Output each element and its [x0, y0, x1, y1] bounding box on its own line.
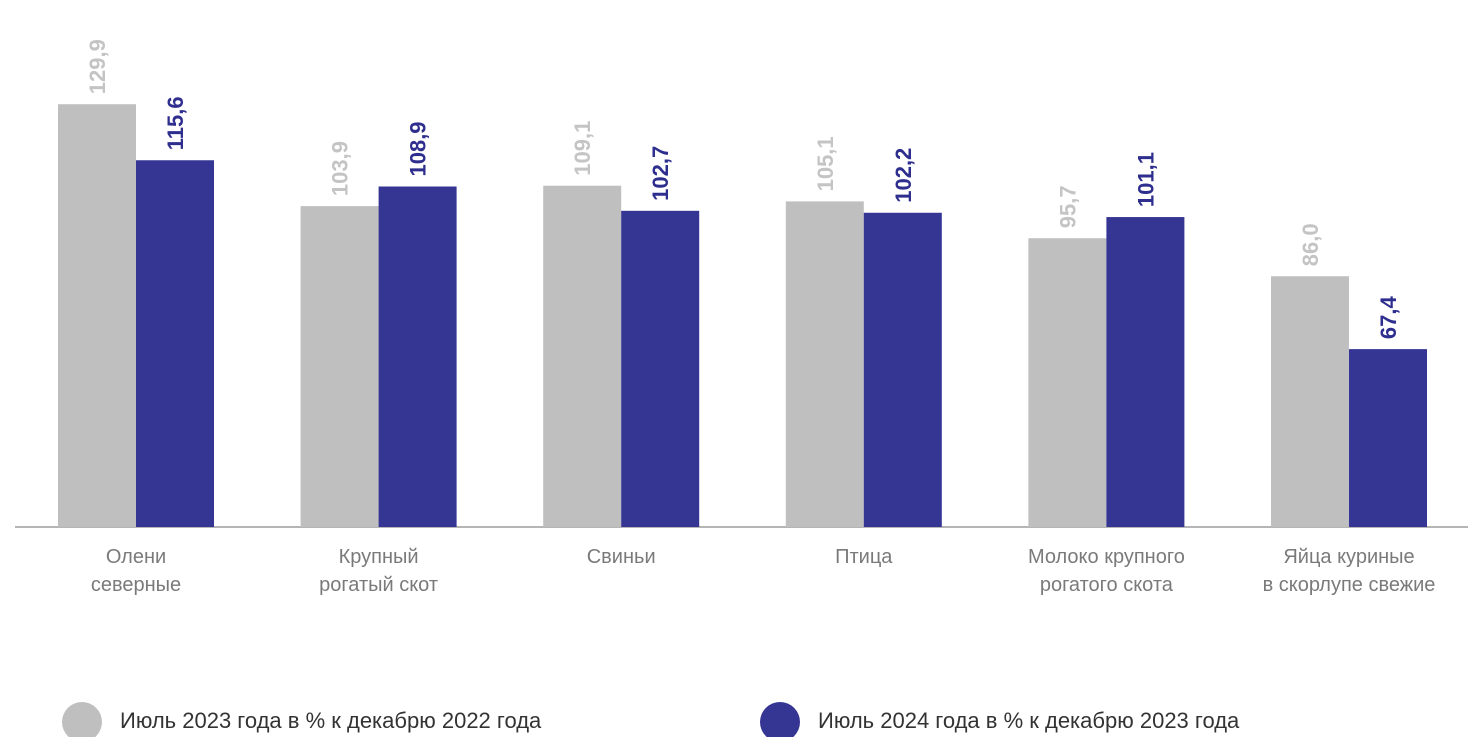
value-label: 95,7	[1055, 185, 1080, 228]
legend-marker	[760, 702, 800, 737]
value-label: 102,2	[891, 148, 916, 203]
bar	[1271, 276, 1349, 527]
value-label: 108,9	[406, 121, 431, 176]
value-label: 103,9	[328, 141, 353, 196]
bar	[300, 206, 379, 527]
value-label: 86,0	[1298, 223, 1323, 266]
bar	[1028, 238, 1107, 527]
bar	[863, 212, 942, 528]
bar	[1106, 217, 1185, 527]
bar	[58, 104, 136, 527]
value-label: 129,9	[85, 39, 110, 94]
x-tick-label: Молоко крупного рогатого скота	[1027, 546, 1185, 596]
bar	[378, 186, 457, 527]
bar	[543, 185, 622, 527]
value-label: 115,6	[163, 96, 188, 150]
x-tick-label: Птица	[835, 546, 893, 568]
x-tick-label: Яйца куриные в скорлупе свежие	[1262, 546, 1436, 596]
x-tick-label: Олени северные	[90, 546, 182, 596]
legend-label: Июль 2024 года в % к декабрю 2023 года	[818, 708, 1240, 733]
bar	[136, 160, 214, 528]
legend-label: Июль 2023 года в % к декабрю 2022 года	[120, 708, 542, 733]
bar	[621, 210, 700, 528]
legend-marker	[62, 702, 102, 737]
x-tick-label: Свиньи	[586, 546, 656, 568]
value-label: 105,1	[813, 136, 838, 191]
bar	[1349, 349, 1427, 527]
value-label: 67,4	[1376, 296, 1401, 340]
value-label: 102,7	[648, 146, 673, 201]
value-label: 109,1	[570, 121, 595, 176]
x-tick-label: Крупный рогатый скот	[319, 546, 439, 596]
bar	[785, 201, 864, 527]
value-label: 101,1	[1133, 152, 1158, 207]
